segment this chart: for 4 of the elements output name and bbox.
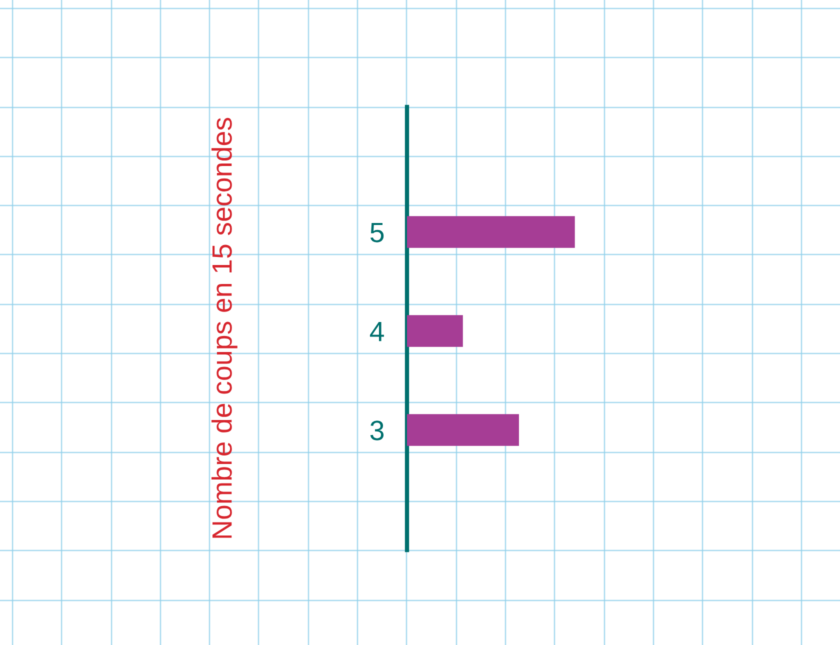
y-axis-title: Nombre de coups en 15 secondes [211, 118, 238, 538]
y-tick-label: 4 [370, 322, 384, 342]
y-tick-label: 3 [370, 420, 384, 440]
y-tick-label: 5 [370, 222, 384, 242]
